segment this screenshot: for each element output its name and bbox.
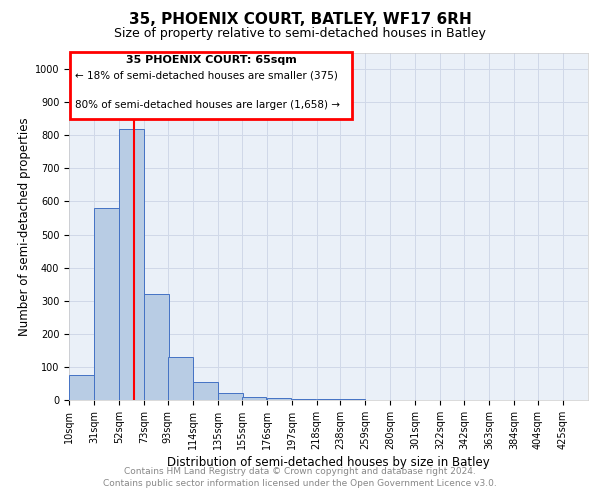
Text: 80% of semi-detached houses are larger (1,658) →: 80% of semi-detached houses are larger (… [75,100,340,110]
Bar [292,399,316,400]
Text: Contains HM Land Registry data © Crown copyright and database right 2024.: Contains HM Land Registry data © Crown c… [124,467,476,476]
Text: Contains public sector information licensed under the Open Government Licence v3: Contains public sector information licen… [103,478,497,488]
Bar [70,52,352,119]
Text: 35, PHOENIX COURT, BATLEY, WF17 6RH: 35, PHOENIX COURT, BATLEY, WF17 6RH [128,12,472,28]
Bar [69,375,94,400]
Bar [168,357,193,400]
Bar [242,396,266,400]
Y-axis label: Number of semi-detached properties: Number of semi-detached properties [17,117,31,336]
Bar [218,394,242,400]
Bar [193,382,218,400]
Bar [94,208,119,400]
Bar [144,294,169,400]
Text: Size of property relative to semi-detached houses in Batley: Size of property relative to semi-detach… [114,28,486,40]
Text: 35 PHOENIX COURT: 65sqm: 35 PHOENIX COURT: 65sqm [125,56,296,66]
Bar [119,128,144,400]
X-axis label: Distribution of semi-detached houses by size in Batley: Distribution of semi-detached houses by … [167,456,490,469]
Text: ← 18% of semi-detached houses are smaller (375): ← 18% of semi-detached houses are smalle… [75,70,338,80]
Bar [267,398,292,400]
